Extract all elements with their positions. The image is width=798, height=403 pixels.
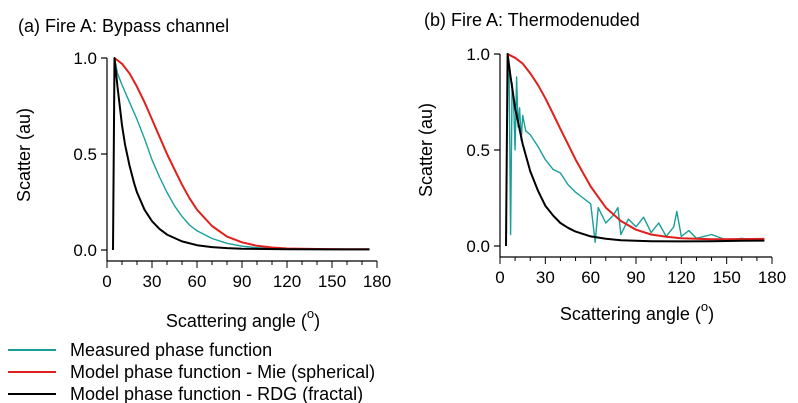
x-tick-label: 0 <box>102 272 111 291</box>
panel-a-title: (a) Fire A: Bypass channel <box>18 16 229 36</box>
y-tick-label: 1.0 <box>73 49 97 68</box>
x-tick-label: 30 <box>536 268 555 287</box>
panel-b: (b) Fire A: Thermodenuded Scatter (au) S… <box>416 10 786 324</box>
panel-b-rdg-line <box>505 53 765 247</box>
panel-b-ylabel: Scatter (au) <box>416 103 436 197</box>
y-tick-label: 1.0 <box>466 45 490 64</box>
legend-item-mie: Model phase function - Mie (spherical) <box>8 362 375 382</box>
x-tick-label: 90 <box>233 272 252 291</box>
x-tick-label: 150 <box>712 268 740 287</box>
x-tick-label: 30 <box>143 272 162 291</box>
y-tick-label: 0.5 <box>466 141 490 160</box>
x-tick-label: 90 <box>627 268 646 287</box>
panel-a-ylabel: Scatter (au) <box>14 108 34 202</box>
panel-a-xlabel: Scattering angle (o) <box>166 306 320 331</box>
x-tick-label: 60 <box>581 268 600 287</box>
legend-label-mie: Model phase function - Mie (spherical) <box>70 362 375 382</box>
y-tick-label: 0.5 <box>73 145 97 164</box>
panel-a: (a) Fire A: Bypass channel Scatter (au) … <box>14 16 391 331</box>
y-tick-label: 0.0 <box>73 241 97 260</box>
panel-b-measured-line <box>506 53 765 243</box>
x-tick-label: 150 <box>318 272 346 291</box>
legend-label-rdg: Model phase function - RDG (fractal) <box>70 384 363 403</box>
legend-item-measured: Measured phase function <box>8 340 272 360</box>
legend-label-measured: Measured phase function <box>70 340 272 360</box>
x-tick-label: 180 <box>758 268 786 287</box>
x-tick-label: 120 <box>273 272 301 291</box>
x-tick-label: 180 <box>363 272 391 291</box>
panel-b-title: (b) Fire A: Thermodenuded <box>424 10 640 30</box>
panel-b-mie-line <box>507 53 765 241</box>
x-tick-label: 120 <box>667 268 695 287</box>
panel-b-xlabel: Scattering angle (o) <box>560 299 714 324</box>
y-tick-label: 0.0 <box>466 237 490 256</box>
x-tick-label: 60 <box>188 272 207 291</box>
legend: Measured phase function Model phase func… <box>8 340 375 403</box>
x-tick-label: 0 <box>495 268 504 287</box>
panel-a-rdg-line <box>112 57 370 251</box>
legend-item-rdg: Model phase function - RDG (fractal) <box>8 384 363 403</box>
